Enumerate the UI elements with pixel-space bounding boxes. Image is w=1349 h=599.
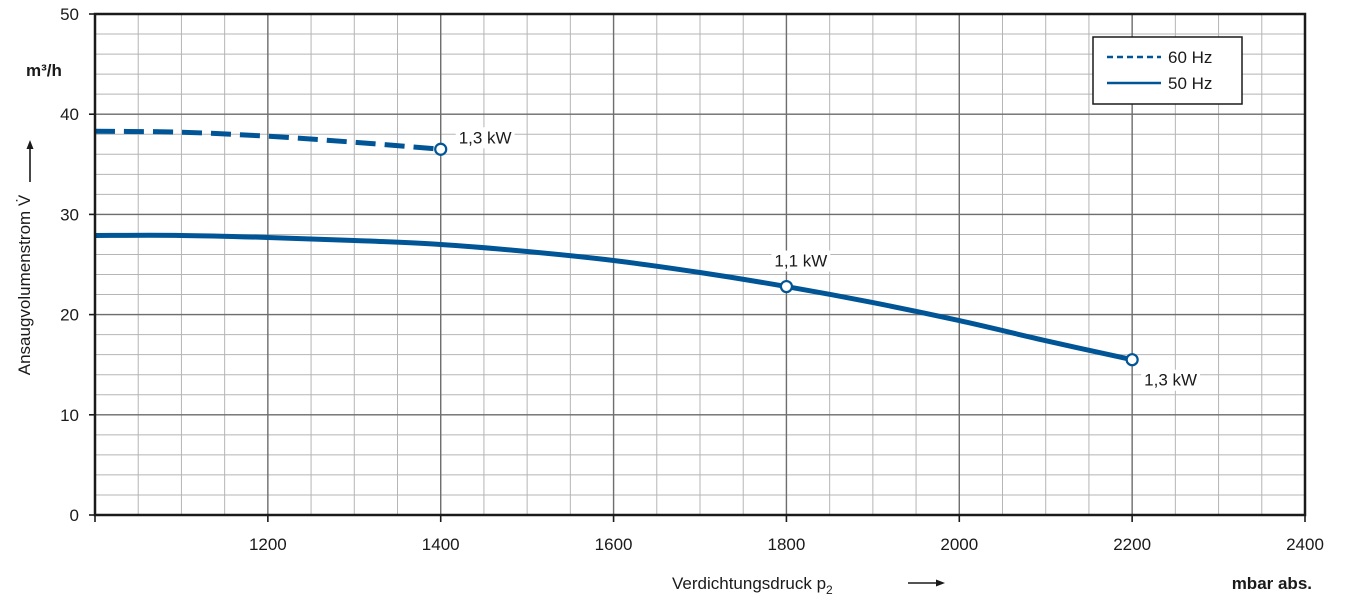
- ticks-layer: 0 10 20 30 40 50 1200 1400 1600 1800 2000 2200 2400: [60, 5, 1324, 554]
- x-axis-title: Verdichtungsdruck p2: [672, 574, 833, 597]
- x-tick-label: 2400: [1286, 535, 1324, 554]
- series-layer: [94, 128, 1133, 363]
- x-tick-label: 2200: [1113, 535, 1151, 554]
- legend-label-50hz: 50 Hz: [1168, 74, 1212, 93]
- plot-frame: [93, 12, 1307, 517]
- legend-label-60hz: 60 Hz: [1168, 48, 1212, 67]
- annotation-background: [1141, 369, 1201, 391]
- legend: 60 Hz 50 Hz: [1092, 36, 1243, 105]
- marker-layer: [434, 142, 1139, 367]
- x-tick-label: 1800: [768, 535, 806, 554]
- annotation-background: [771, 250, 831, 272]
- power-annotation: 1,3 kW: [459, 128, 512, 147]
- operating-point-marker: [779, 279, 794, 294]
- annotation-background: [455, 127, 515, 149]
- y-tick-label: 30: [60, 205, 79, 224]
- x-tick-label: 2000: [940, 535, 978, 554]
- y-axis-unit: m³/h: [26, 61, 62, 80]
- x-axis-arrow-icon: [908, 579, 945, 587]
- y-tick-label: 40: [60, 105, 79, 124]
- x-tick-label: 1600: [595, 535, 633, 554]
- x-axis-unit: mbar abs.: [1232, 574, 1312, 593]
- series-line-50hz: [94, 232, 1133, 363]
- legend-box: [1092, 36, 1243, 105]
- operating-point-marker: [434, 142, 448, 156]
- y-tick-label: 50: [60, 5, 79, 24]
- y-axis-title-group: Ansaugvolumenstrom V̇: [15, 194, 34, 375]
- x-tick-label: 1400: [422, 535, 460, 554]
- annotation-layer: 1,3 kW 1,1 kW 1,3 kW: [455, 127, 1201, 391]
- y-tick-label: 20: [60, 306, 79, 325]
- x-tick-label: 1200: [249, 535, 287, 554]
- y-axis-title: Ansaugvolumenstrom V̇: [15, 194, 34, 375]
- y-tick-label: 0: [70, 506, 79, 525]
- y-tick-label: 10: [60, 406, 79, 425]
- y-axis-arrow-icon: [26, 140, 34, 182]
- power-annotation: 1,1 kW: [774, 252, 827, 271]
- power-annotation: 1,3 kW: [1144, 371, 1197, 390]
- operating-point-marker: [1125, 353, 1139, 367]
